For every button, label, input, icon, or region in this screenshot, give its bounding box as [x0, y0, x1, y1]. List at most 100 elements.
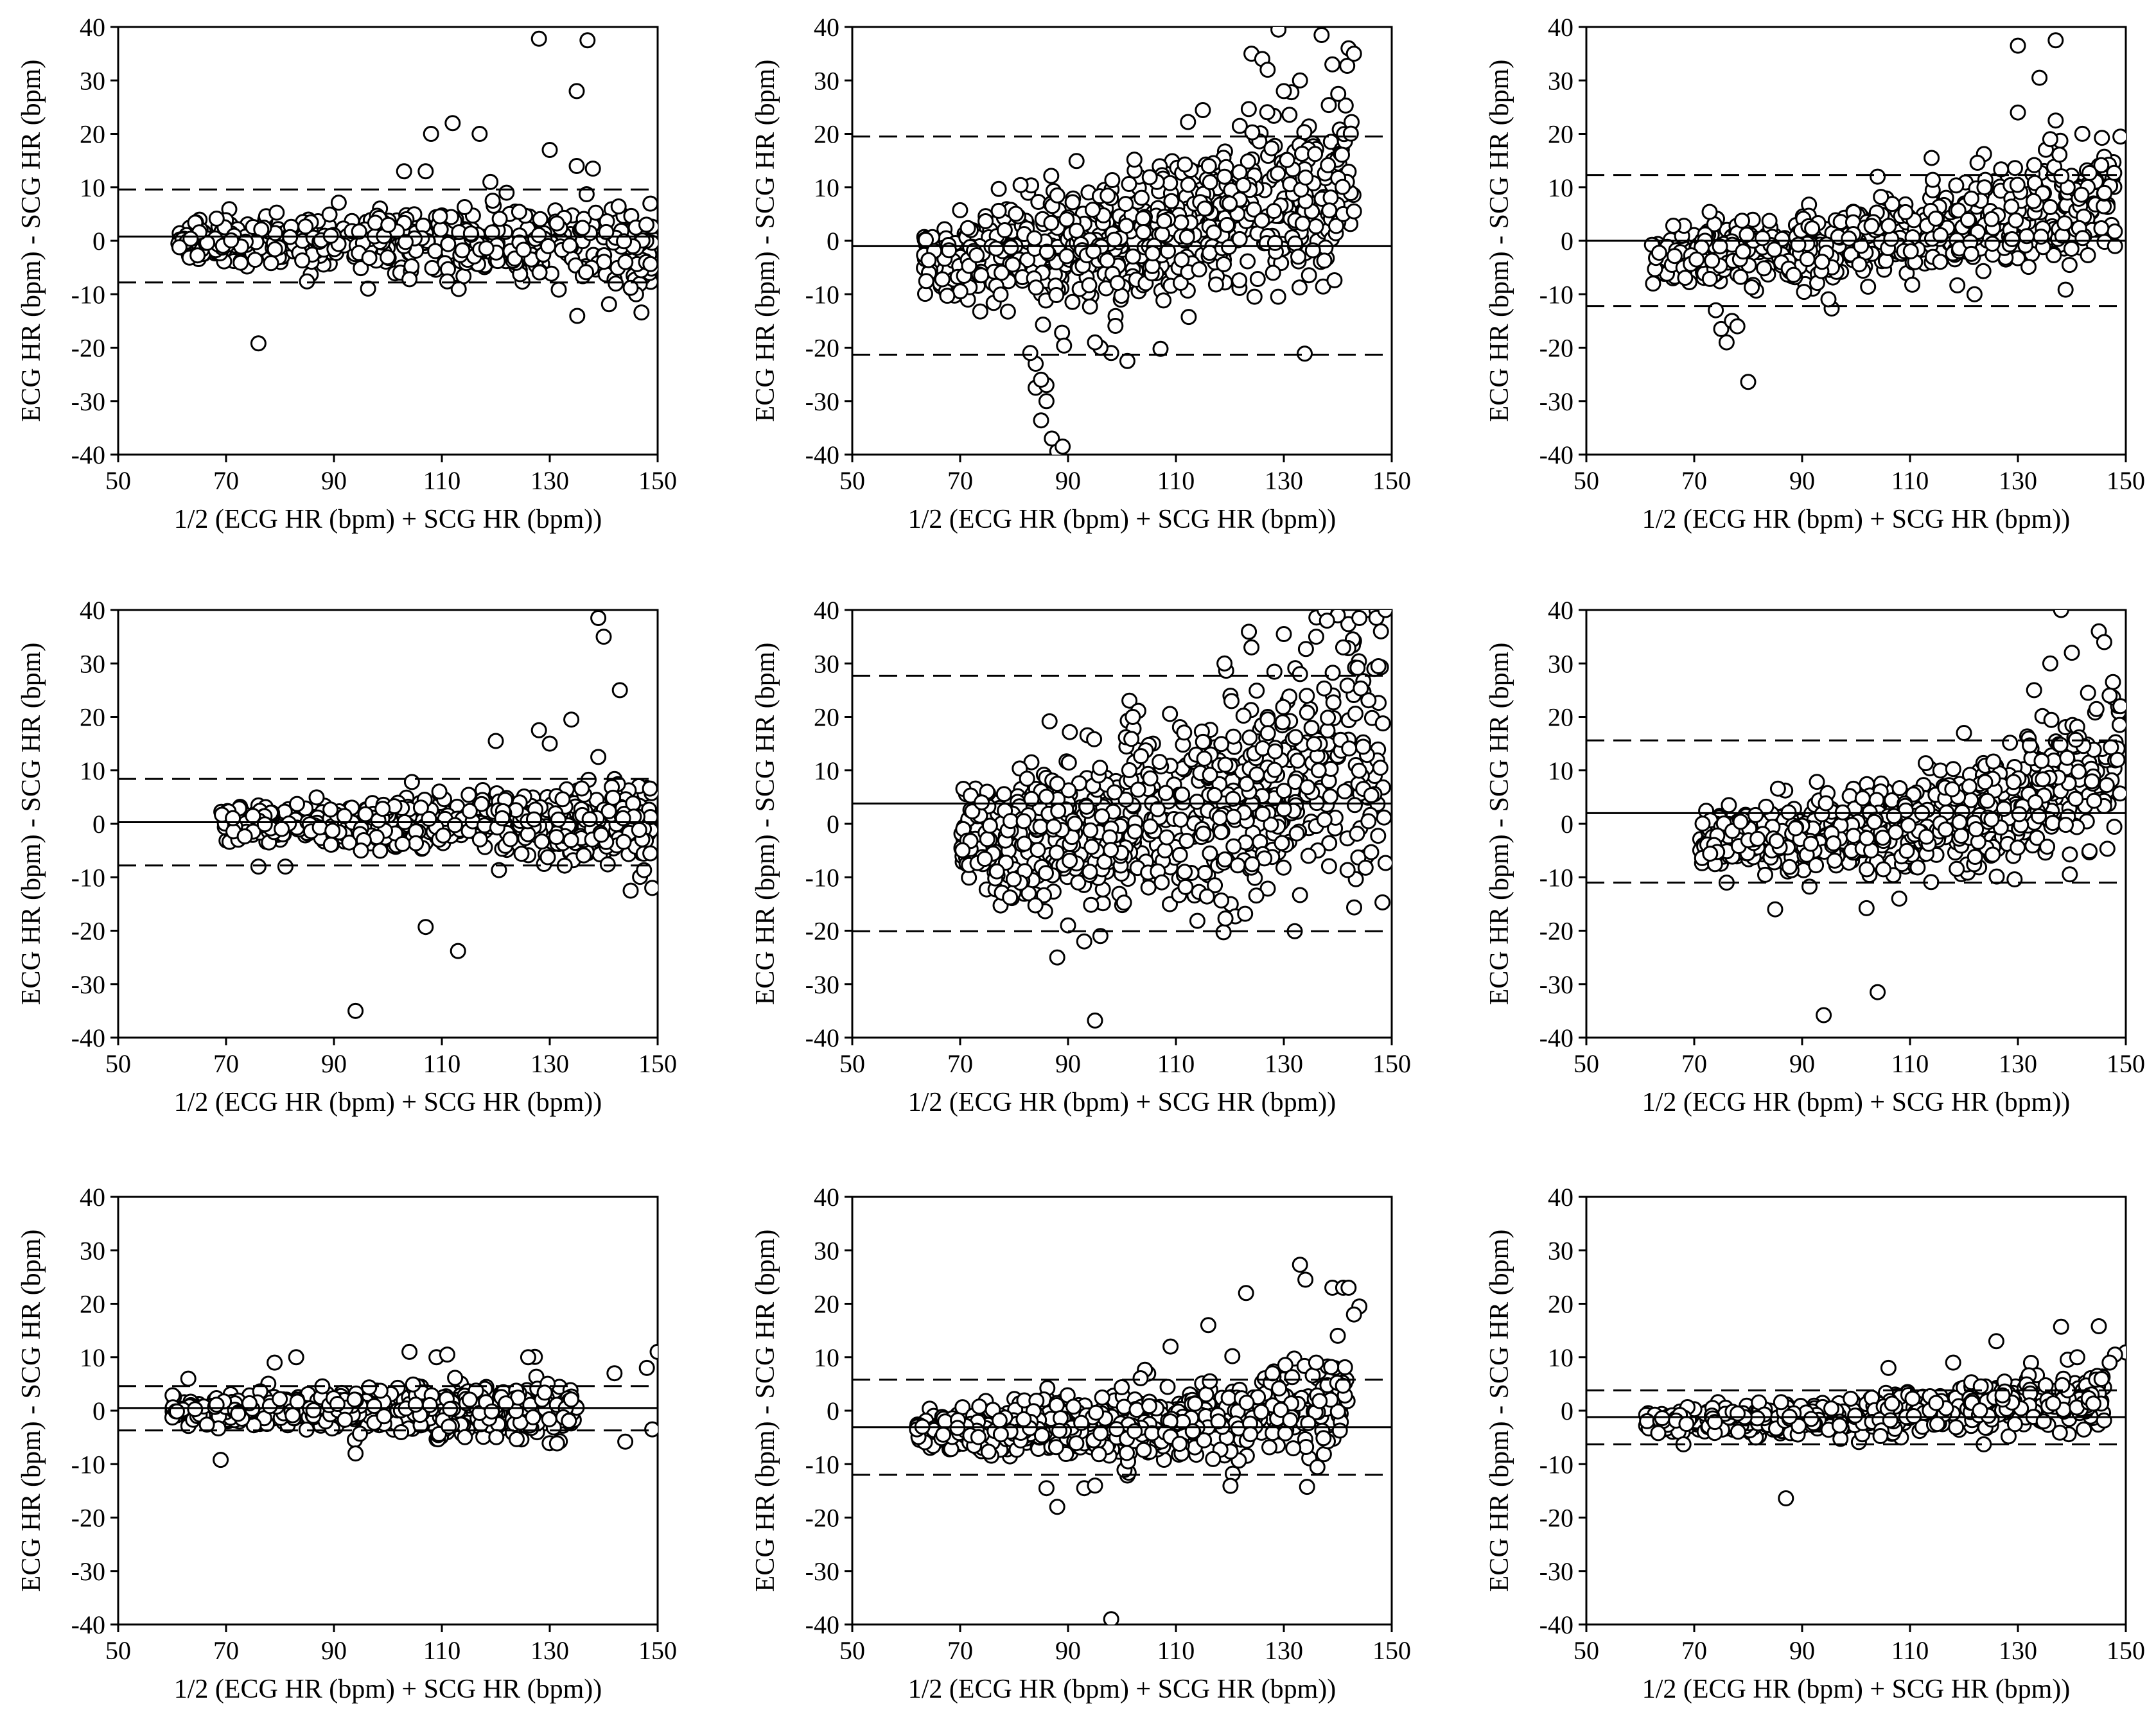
data-point	[1152, 754, 1168, 771]
data-point	[1180, 177, 1196, 193]
y-tick-label: 10	[814, 173, 839, 202]
data-point	[617, 254, 634, 270]
data-point	[1118, 218, 1135, 234]
y-tick-label: 0	[1561, 227, 1573, 256]
data-point	[403, 258, 420, 275]
data-point	[1351, 610, 1368, 626]
data-point	[606, 1365, 623, 1382]
y-tick-label: -30	[1539, 970, 1573, 999]
data-point	[1058, 248, 1075, 265]
x-tick-label: 110	[1891, 1049, 1929, 1078]
data-point	[1880, 218, 1897, 234]
data-point	[574, 780, 590, 797]
data-point	[1870, 168, 1886, 185]
data-point	[561, 237, 578, 254]
data-point	[952, 202, 968, 218]
data-point	[1363, 844, 1380, 860]
data-point	[1026, 230, 1043, 247]
data-point	[272, 1391, 288, 1407]
data-point	[324, 823, 341, 839]
data-point	[596, 254, 612, 270]
y-tick-label: -40	[805, 1023, 839, 1052]
data-point	[2107, 238, 2123, 254]
data-point	[1308, 629, 1324, 645]
y-tick-label: 0	[1561, 810, 1573, 839]
data-point	[417, 163, 434, 180]
data-point	[1884, 196, 1900, 213]
data-point	[1035, 317, 1051, 333]
data-point	[1243, 639, 1260, 656]
data-point	[1299, 688, 1315, 704]
data-point	[1121, 176, 1137, 192]
x-axis-title: 1/2 (ECG HR (bpm) + SCG HR (bpm))	[174, 505, 602, 534]
data-point	[2008, 212, 2024, 229]
data-point	[1171, 846, 1188, 863]
data-point	[2109, 751, 2126, 768]
data-point	[631, 822, 647, 838]
data-point	[1229, 857, 1246, 874]
data-point	[1196, 200, 1213, 217]
data-point	[590, 610, 607, 626]
y-tick-label: 10	[1548, 173, 1573, 202]
data-point	[1918, 755, 1934, 772]
data-point	[548, 215, 565, 232]
data-point	[1932, 254, 1949, 270]
data-point	[2088, 701, 2105, 717]
chart-panel-row1-col3: 50 70 90 110 130 150-40-30-20-100102030401/2 …	[1485, 13, 2145, 534]
data-point	[1270, 288, 1286, 305]
data-point	[1003, 813, 1019, 830]
data-point	[918, 273, 934, 290]
y-tick-label: -10	[1539, 280, 1573, 309]
y-tick-label: 40	[80, 596, 105, 625]
data-point	[180, 1370, 197, 1387]
data-point	[561, 1413, 577, 1429]
data-point	[1320, 710, 1337, 726]
data-point	[1339, 677, 1356, 694]
data-point	[1875, 861, 1891, 878]
data-point	[1087, 334, 1103, 351]
data-point	[2035, 771, 2051, 788]
data-point	[1963, 190, 1979, 207]
data-point	[1043, 214, 1060, 231]
x-tick-label: 130	[1999, 1049, 2037, 1078]
data-point	[1241, 729, 1258, 746]
data-point	[1297, 641, 1314, 657]
data-point	[169, 1403, 185, 1420]
data-point	[432, 221, 449, 238]
data-point	[579, 32, 596, 49]
data-point	[1891, 780, 1908, 796]
data-point	[1157, 842, 1173, 858]
data-point	[642, 845, 658, 862]
data-point	[2096, 634, 2112, 650]
y-tick-label: 40	[814, 13, 839, 42]
data-point	[403, 774, 420, 790]
data-point	[918, 232, 934, 248]
data-point	[1152, 340, 1169, 357]
chart-panel-row2-col3: 50 70 90 110 130 150-40-30-20-100102030401/2 …	[1485, 596, 2145, 1117]
data-point	[1100, 187, 1116, 204]
data-point	[642, 256, 658, 272]
data-point	[2093, 220, 2110, 236]
data-point	[1205, 224, 1222, 241]
y-tick-label: -10	[71, 863, 105, 892]
x-tick-label: 90	[1055, 1049, 1081, 1078]
data-point	[1092, 760, 1109, 776]
data-point	[1324, 56, 1341, 73]
x-tick-label: 130	[530, 1636, 569, 1665]
data-point	[1326, 272, 1343, 288]
data-point	[394, 835, 411, 852]
data-point	[1049, 949, 1065, 966]
data-point	[1099, 252, 1116, 269]
y-tick-label: -20	[71, 917, 105, 946]
data-point	[2083, 773, 2100, 790]
data-point	[1225, 790, 1241, 807]
y-tick-label: -20	[71, 334, 105, 363]
data-point	[2007, 160, 2023, 177]
data-point	[2042, 199, 2058, 215]
data-point	[2031, 808, 2047, 824]
data-point	[2010, 37, 2026, 54]
data-point	[1349, 825, 1365, 842]
data-point	[638, 216, 654, 233]
data-point	[616, 233, 633, 250]
data-point	[1748, 806, 1764, 823]
